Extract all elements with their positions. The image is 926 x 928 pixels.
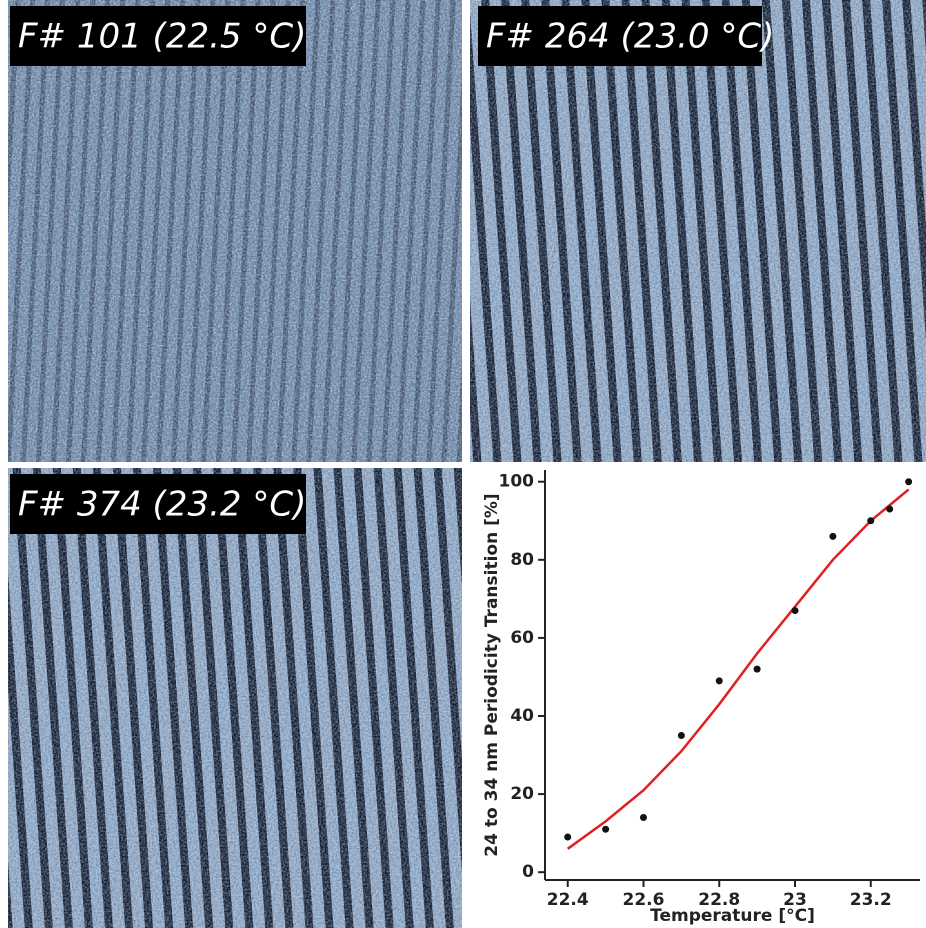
data-point <box>640 814 647 821</box>
y-tick-label: 0 <box>522 862 534 882</box>
data-point <box>867 517 874 524</box>
data-point <box>792 607 799 614</box>
figure: F# 101 (22.5 °C) F# 264 (23.0 °C) F# 374… <box>0 0 926 928</box>
image-panel: F# 101 (22.5 °C) <box>8 0 462 462</box>
image-panel: F# 374 (23.2 °C) <box>8 468 462 928</box>
x-tick-label: 23.2 <box>850 890 892 910</box>
y-tick-label: 100 <box>499 472 535 492</box>
data-point <box>829 533 836 540</box>
data-point <box>602 826 609 833</box>
x-axis-title: Temperature [°C] <box>650 906 815 926</box>
data-point <box>564 834 571 841</box>
fit-line <box>568 490 909 849</box>
y-tick-label: 80 <box>510 550 534 570</box>
x-tick-label: 22.4 <box>547 890 589 910</box>
y-tick-label: 40 <box>510 706 534 726</box>
image-panel: F# 264 (23.0 °C) <box>470 0 926 462</box>
panel-label: F# 374 (23.2 °C) <box>18 485 306 525</box>
data-point <box>678 732 685 739</box>
panel-label: F# 101 (22.5 °C) <box>18 17 306 57</box>
data-point <box>905 478 912 485</box>
y-tick-label: 20 <box>510 784 534 804</box>
data-point <box>716 677 723 684</box>
y-axis-title: 24 to 34 nm Periodicity Transition [%] <box>482 493 502 856</box>
data-point <box>886 506 893 513</box>
panel-label: F# 264 (23.0 °C) <box>486 17 774 57</box>
y-tick-label: 60 <box>510 628 534 648</box>
data-point <box>754 666 761 673</box>
